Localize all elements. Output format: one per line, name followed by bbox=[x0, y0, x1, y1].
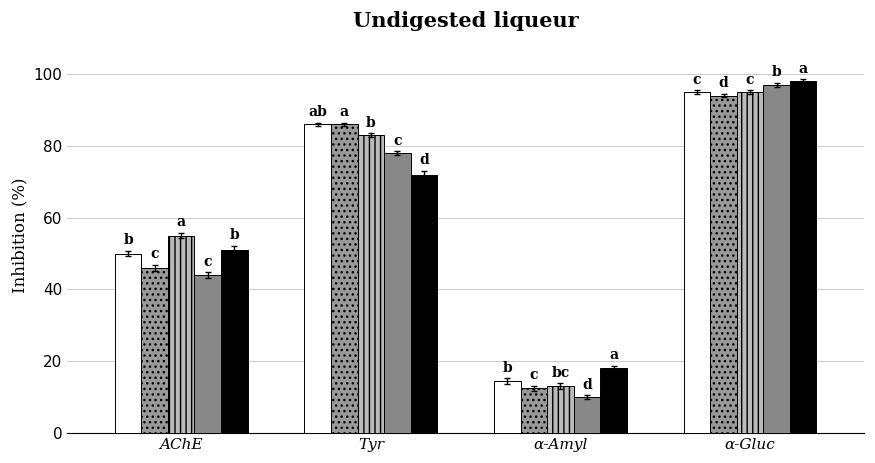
Bar bbox=[304, 125, 331, 433]
Text: c: c bbox=[746, 73, 754, 87]
Text: a: a bbox=[799, 62, 808, 76]
Bar bbox=[600, 369, 626, 433]
Text: c: c bbox=[693, 73, 701, 87]
Bar bbox=[683, 92, 710, 433]
Bar bbox=[168, 236, 194, 433]
Bar bbox=[358, 135, 384, 433]
Text: c: c bbox=[150, 247, 159, 262]
Bar bbox=[494, 381, 521, 433]
Bar bbox=[221, 250, 248, 433]
Text: a: a bbox=[609, 348, 618, 362]
Text: b: b bbox=[123, 233, 133, 247]
Text: c: c bbox=[529, 368, 538, 382]
Y-axis label: Inhibition (%): Inhibition (%) bbox=[11, 178, 28, 294]
Title: Undigested liqueur: Undigested liqueur bbox=[353, 11, 578, 31]
Text: d: d bbox=[419, 153, 429, 168]
Bar bbox=[115, 254, 142, 433]
Bar bbox=[521, 388, 547, 433]
Bar bbox=[410, 175, 438, 433]
Bar bbox=[710, 96, 737, 433]
Text: ab: ab bbox=[308, 105, 327, 119]
Bar bbox=[574, 397, 600, 433]
Text: b: b bbox=[502, 361, 512, 375]
Text: a: a bbox=[340, 105, 349, 119]
Text: bc: bc bbox=[551, 366, 570, 380]
Text: a: a bbox=[177, 215, 185, 229]
Bar bbox=[194, 275, 221, 433]
Text: b: b bbox=[772, 65, 781, 80]
Bar bbox=[384, 153, 410, 433]
Bar bbox=[763, 85, 790, 433]
Text: b: b bbox=[229, 228, 239, 242]
Text: c: c bbox=[204, 255, 212, 269]
Bar bbox=[142, 268, 168, 433]
Bar bbox=[547, 386, 574, 433]
Text: b: b bbox=[366, 116, 375, 130]
Bar bbox=[790, 81, 816, 433]
Bar bbox=[737, 92, 763, 433]
Bar bbox=[331, 125, 358, 433]
Text: c: c bbox=[393, 134, 402, 148]
Text: d: d bbox=[582, 378, 592, 392]
Text: d: d bbox=[718, 76, 728, 90]
